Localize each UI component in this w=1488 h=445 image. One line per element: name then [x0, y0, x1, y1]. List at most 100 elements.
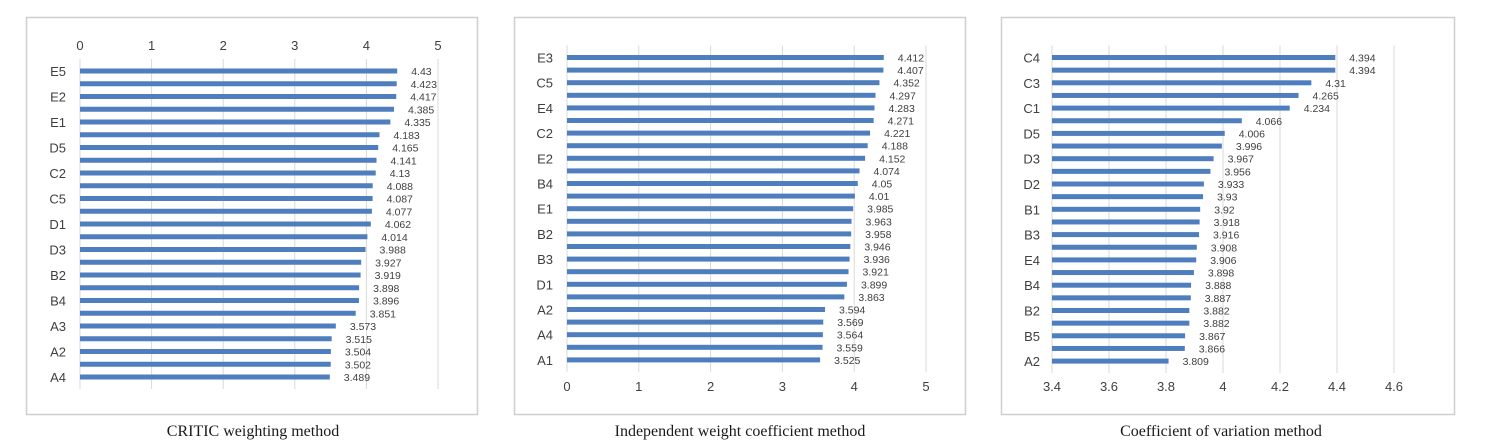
bar: [1052, 80, 1312, 86]
bar: [1052, 244, 1197, 250]
value-label: 4.335: [404, 117, 430, 129]
bar: [567, 218, 852, 224]
chart-caption: Independent weight coefficient method: [615, 423, 866, 440]
chart-3: 3.4 3.6 3.8 4 4.2 4.4 4.64.394C44.3944.31C34.2…: [1000, 16, 1456, 440]
category-label: B4: [537, 177, 553, 192]
category-label: B2: [50, 268, 66, 283]
value-label: 4.297: [890, 90, 916, 102]
value-label: 3.573: [350, 321, 376, 333]
value-label: 3.996: [1236, 141, 1262, 153]
x-tick-label: 0: [76, 38, 83, 53]
bar: [80, 81, 397, 87]
bar: [80, 157, 377, 163]
value-label: 3.502: [345, 359, 371, 371]
value-label: 4.183: [394, 130, 420, 142]
x-tick-label: 5: [434, 38, 441, 53]
bar: [1052, 143, 1222, 149]
value-label: 3.866: [1199, 343, 1225, 355]
value-label: 3.898: [1208, 268, 1234, 280]
category-label: D5: [1023, 126, 1040, 141]
bar: [567, 155, 866, 161]
value-label: 3.936: [864, 254, 890, 266]
bar: [1052, 156, 1214, 162]
value-label: 3.927: [375, 257, 401, 269]
x-tick-label: 3: [779, 379, 786, 394]
value-label: 4.234: [1304, 103, 1330, 115]
value-label: 4.417: [410, 92, 436, 104]
bar: [567, 67, 884, 73]
bar: [1052, 345, 1185, 351]
value-label: 3.919: [375, 270, 401, 282]
category-label: B2: [537, 227, 553, 242]
bar: [80, 183, 373, 189]
bar: [1052, 130, 1225, 136]
category-label: E2: [50, 90, 66, 105]
x-tick-label: 0: [563, 379, 570, 394]
bar: [567, 55, 884, 60]
value-label: 3.569: [837, 317, 863, 329]
value-label: 3.916: [1213, 230, 1239, 242]
bar: [80, 94, 397, 99]
category-label: E2: [537, 151, 553, 166]
value-label: 4.014: [381, 232, 407, 244]
value-label: 4.265: [1313, 90, 1339, 102]
value-label: 4.05: [872, 179, 893, 191]
value-label: 4.31: [1325, 78, 1346, 90]
category-label: C3: [1023, 76, 1040, 91]
value-label: 3.564: [837, 330, 863, 342]
category-label: E1: [50, 115, 66, 130]
category-label: C4: [1023, 51, 1040, 66]
bar: [1052, 181, 1204, 187]
value-label: 3.809: [1183, 356, 1209, 368]
value-label: 3.967: [1228, 154, 1254, 166]
category-label: E4: [1024, 253, 1040, 268]
category-label: D3: [49, 243, 66, 258]
bar: [567, 281, 847, 287]
bar: [567, 244, 851, 249]
bar: [80, 221, 371, 227]
x-tick-label: 2: [707, 379, 714, 394]
value-label: 3.92: [1214, 204, 1235, 216]
value-label: 4.423: [411, 79, 437, 91]
value-label: 3.958: [865, 229, 891, 241]
category-label: E1: [537, 202, 553, 217]
value-label: 3.489: [344, 372, 370, 384]
value-label: 4.006: [1239, 128, 1265, 140]
bar: [567, 344, 823, 350]
value-label: 4.141: [390, 155, 416, 167]
category-label: A2: [50, 345, 66, 360]
bar: [80, 247, 366, 252]
bar: [567, 130, 871, 136]
bar: [1052, 92, 1299, 98]
value-label: 3.867: [1199, 331, 1225, 343]
value-label: 4.087: [387, 194, 413, 206]
value-label: 4.385: [408, 104, 434, 116]
bar: [1052, 67, 1336, 73]
x-tick-label: 3.8: [1157, 379, 1175, 394]
bar: [1052, 206, 1201, 212]
x-tick-label: 1: [635, 379, 642, 394]
category-label: B3: [1024, 228, 1040, 243]
bar: [567, 332, 823, 338]
value-label: 3.921: [863, 267, 889, 279]
value-label: 4.221: [884, 128, 910, 140]
bar: [80, 272, 361, 278]
bar: [80, 374, 330, 380]
value-label: 4.283: [889, 103, 915, 115]
bar: [80, 285, 360, 291]
value-label: 4.352: [893, 78, 919, 90]
category-label: C2: [49, 166, 66, 181]
category-label: E5: [50, 64, 66, 79]
value-label: 4.165: [392, 143, 418, 155]
x-tick-label: 3.6: [1100, 379, 1118, 394]
bar: [1052, 194, 1204, 200]
value-label: 3.956: [1224, 166, 1250, 178]
x-tick-label: 1: [148, 38, 155, 53]
value-label: 4.01: [869, 191, 890, 203]
bar: [80, 208, 372, 214]
bar: [1052, 232, 1200, 238]
bar: [567, 269, 849, 275]
value-label: 3.515: [346, 334, 372, 346]
x-tick-label: 4: [1219, 379, 1226, 394]
